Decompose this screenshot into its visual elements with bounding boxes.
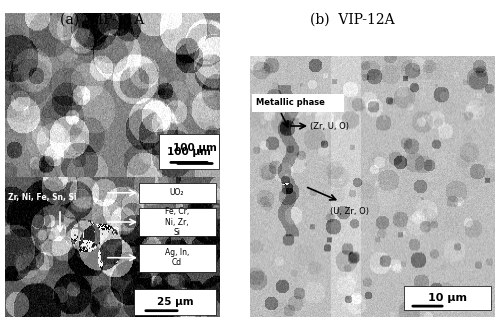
FancyBboxPatch shape — [252, 94, 344, 112]
FancyBboxPatch shape — [139, 183, 216, 202]
Text: (b)  VIP-12A: (b) VIP-12A — [310, 13, 394, 27]
Text: UO₂: UO₂ — [170, 188, 184, 197]
Text: Fe, Cr,
Ni, Zr,
Si: Fe, Cr, Ni, Zr, Si — [165, 207, 189, 237]
FancyBboxPatch shape — [159, 134, 219, 169]
Text: Ag, In,
Cd: Ag, In, Cd — [165, 248, 189, 267]
FancyBboxPatch shape — [139, 208, 216, 236]
FancyBboxPatch shape — [139, 244, 216, 272]
Text: 25 μm: 25 μm — [156, 297, 194, 307]
Text: 100 μm: 100 μm — [173, 143, 217, 153]
FancyBboxPatch shape — [404, 286, 491, 310]
Text: (a)  VIP-11A: (a) VIP-11A — [60, 13, 144, 27]
Text: Metallic phase: Metallic phase — [256, 98, 325, 107]
Text: Zr, Ni, Fe, Sn, Si: Zr, Ni, Fe, Sn, Si — [8, 193, 76, 202]
Text: (Zr, U, O): (Zr, U, O) — [310, 122, 349, 130]
Text: 10 μm: 10 μm — [428, 293, 467, 303]
Text: 100 μm: 100 μm — [167, 146, 211, 157]
Text: (U, Zr, O): (U, Zr, O) — [330, 207, 369, 216]
FancyBboxPatch shape — [134, 289, 216, 315]
